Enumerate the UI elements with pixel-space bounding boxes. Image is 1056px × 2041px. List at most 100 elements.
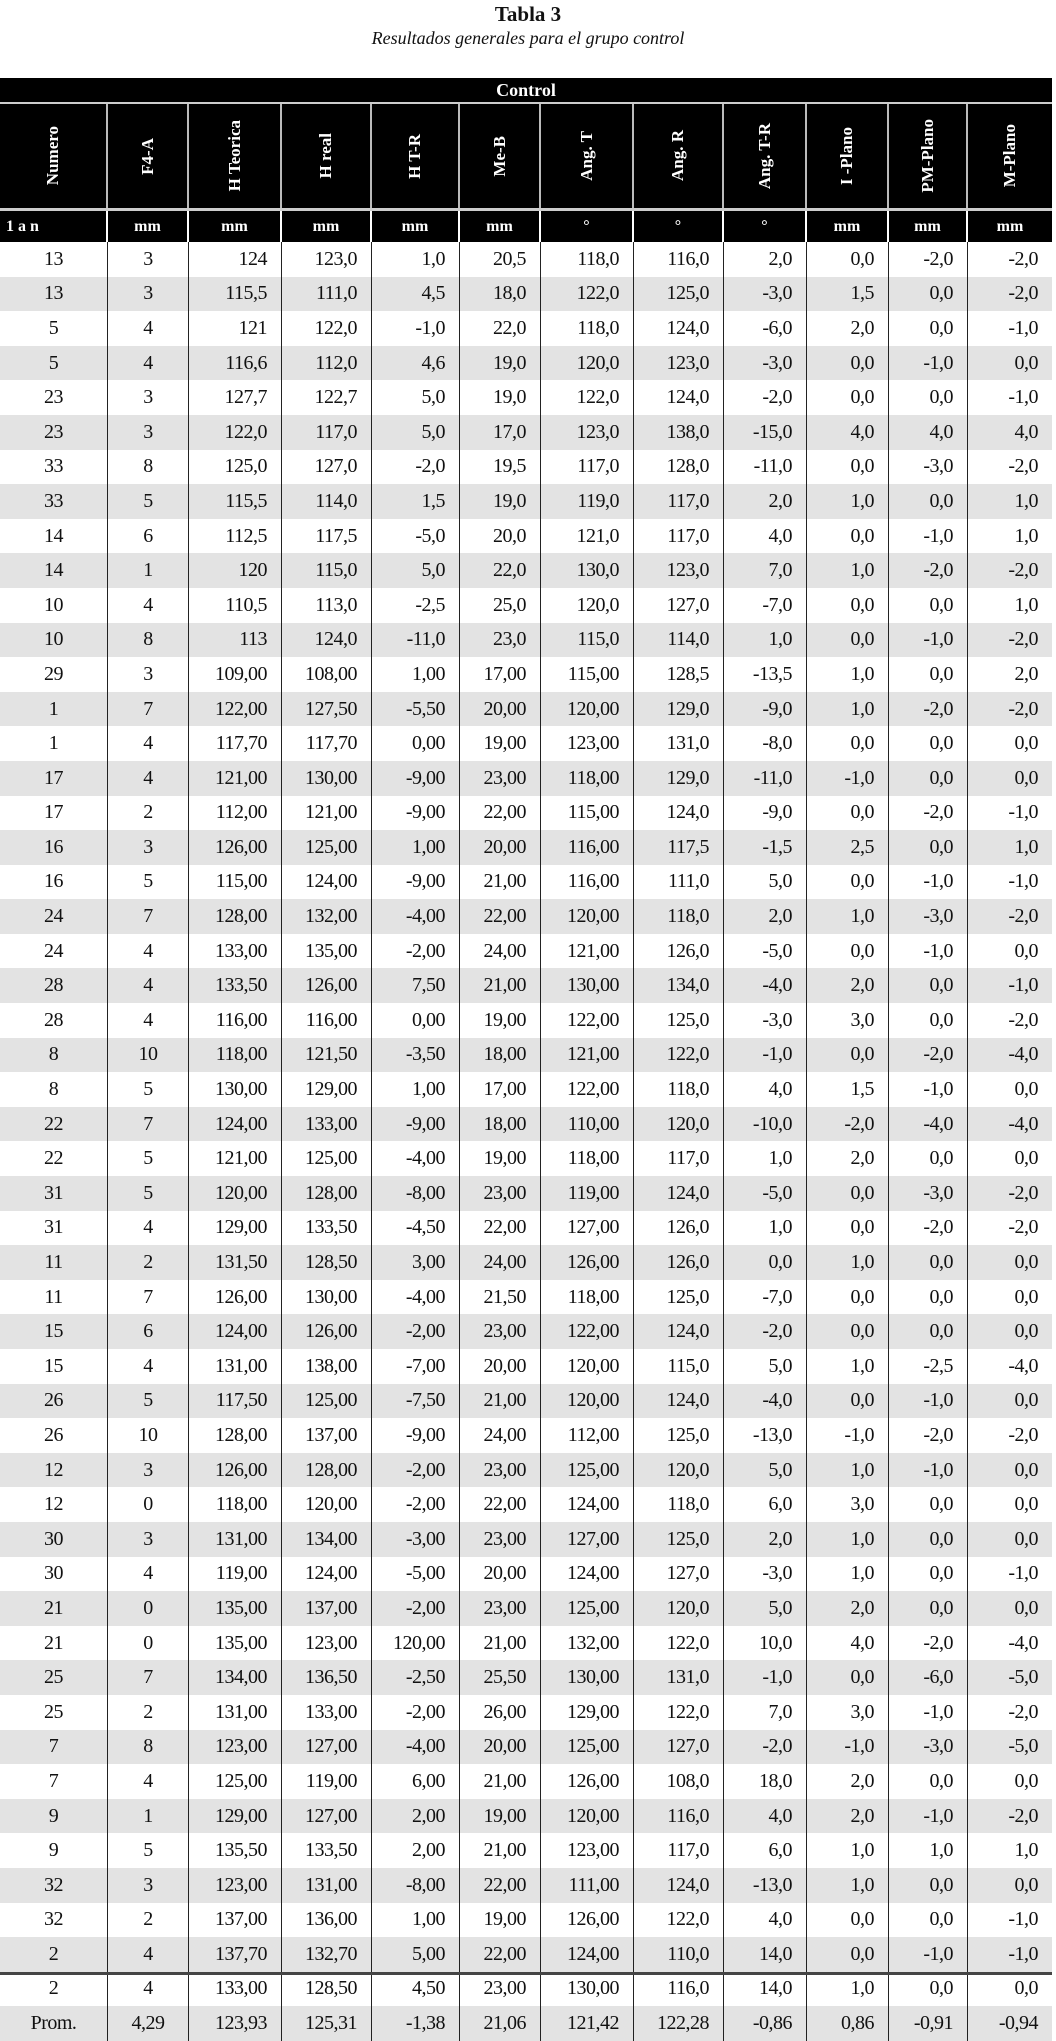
table-cell: 24,00 [460, 1245, 541, 1280]
table-row: 12 3 126,00 128,00 -2,00 23,00 125,00 120,0 5,0 1… [0, 1452, 1052, 1488]
table-cell: -3,0 [889, 1729, 968, 1765]
table-cell: 19,00 [460, 1798, 541, 1834]
table-cell: 118,0 [634, 899, 724, 934]
table-cell: 1,00 [372, 830, 460, 865]
table-cell: 14 [0, 518, 108, 554]
table-cell: 7 [108, 691, 189, 727]
table-cell: 0,0 [807, 795, 889, 831]
table-cell: 136,00 [282, 1902, 372, 1938]
table-cell: 19,5 [460, 449, 541, 485]
table-cell: 130,00 [282, 1279, 372, 1315]
table-row: 9 1 129,00 127,00 2,00 19,00 120,00 116,0 4,0 2,0… [0, 1798, 1052, 1834]
table-cell: 2,0 [807, 968, 889, 1004]
table-cell: -1,0 [1008, 1908, 1038, 1931]
table-cell: 115,00 [541, 795, 634, 831]
table-cell: 119,00 [282, 1764, 372, 1799]
table-cell: 126,00 [189, 1279, 282, 1315]
table-cell: 4,0 [724, 1798, 807, 1834]
table-row: 14 1 120 115,0 5,0 22,0 130,0 123,0 7,0 1,0 -2,0 -2… [0, 553, 1052, 588]
table-cell: 0,0 [889, 276, 968, 312]
table-cell: 132,70 [282, 1937, 372, 1972]
table-cell: 24 [0, 899, 108, 934]
table-cell: 126,0 [634, 933, 724, 969]
table-cell: 130,00 [541, 968, 634, 1004]
table-cell: 0 [108, 1625, 189, 1661]
table-cell: -4,00 [372, 1279, 460, 1315]
table-cell: 5,0 [724, 1591, 807, 1626]
table-cell: 1 [108, 553, 189, 588]
table-cell: 1,0 [1014, 1839, 1039, 1862]
table-cell: 20,00 [460, 691, 541, 727]
table-cell: 128,50 [282, 1245, 372, 1280]
table-cell: 21,00 [460, 1383, 541, 1419]
column-header-label: F4-A [137, 137, 157, 175]
table-cell: 15 [0, 1349, 108, 1384]
table-cell: 137,00 [189, 1902, 282, 1938]
table-cell: -2,0 [1008, 1216, 1038, 1239]
table-row: 5 4 121 122,0 -1,0 22,0 118,0 124,0 -6,0 2,0 0,0 -1… [0, 311, 1052, 346]
table-subtitle: Resultados generales para el grupo contr… [371, 28, 685, 48]
table-cell: 0,86 [807, 2006, 889, 2041]
header-row: Numero F4-A H Teorica H real H T-R Me-B Ang. T… [0, 104, 1052, 211]
table-cell: 128,50 [282, 1971, 372, 2007]
table-cell: -3,0 [889, 449, 968, 485]
table-cell: 129,00 [541, 1694, 634, 1730]
table-bottom-rule [0, 1972, 1052, 1975]
table-cell: 2,0 [807, 311, 889, 346]
table-cell: 135,00 [189, 1591, 282, 1626]
table-row: 12 0 118,00 120,00 -2,00 22,00 124,00 118,0 6,0 3… [0, 1487, 1052, 1522]
table-cell: -13,0 [724, 1418, 807, 1453]
table-cell: 0,0 [1014, 1769, 1039, 1792]
table-cell: 0,0 [1014, 1873, 1039, 1896]
table-row: 23 3 122,0 117,0 5,0 17,0 123,0 138,0 -15,0 4,0 4,… [0, 414, 1052, 450]
table-cell: 121,0 [541, 518, 634, 554]
table-cell: 21 [0, 1591, 108, 1626]
table-cell: -1,0 [1008, 870, 1038, 893]
table-cell: 18,00 [460, 1106, 541, 1142]
table-cell: 122,0 [541, 380, 634, 415]
table-cell: 31 [0, 1176, 108, 1211]
table-cell: 0,0 [807, 933, 889, 969]
table-cell: 130,0 [541, 553, 634, 588]
table-cell: -11,0 [724, 449, 807, 485]
table-cell: 1,0 [807, 1833, 889, 1868]
table-cell: 19,0 [460, 484, 541, 519]
table-cell: 19,00 [460, 1902, 541, 1938]
table-cell: 126,00 [189, 830, 282, 865]
table-cell: -2,0 [889, 795, 968, 831]
table-cell: 124,00 [282, 1556, 372, 1592]
table-cell: 115,5 [189, 484, 282, 519]
table-cell: 13 [0, 242, 108, 277]
table-cell: 117,0 [282, 414, 372, 450]
unit-cell: ° [541, 211, 634, 242]
table-cell: 115,0 [282, 553, 372, 588]
table-cell: 4 [108, 345, 189, 381]
table-row: 7 4 125,00 119,00 6,00 21,00 126,00 108,0 18,0 2,… [0, 1764, 1052, 1799]
table-cell: 126,00 [541, 1902, 634, 1938]
table-cell: 2,0 [807, 1591, 889, 1626]
table-cell: 21,00 [460, 968, 541, 1004]
table-cell: 127,0 [282, 449, 372, 485]
table-cell: 0,0 [1014, 1320, 1039, 1343]
table-cell: 32 [0, 1867, 108, 1903]
table-row: 21 0 135,00 137,00 -2,00 23,00 125,00 120,0 5,0 2… [0, 1591, 1052, 1626]
table-cell: 20,00 [460, 830, 541, 865]
table-cell: -0,94 [998, 2012, 1039, 2035]
table-cell: 127,00 [282, 1729, 372, 1765]
table-cell: -3,50 [372, 1037, 460, 1073]
table-cell: 117,70 [282, 726, 372, 761]
table-cell: 126,00 [282, 968, 372, 1004]
table-cell: -4,50 [372, 1210, 460, 1246]
table-cell: 5 [108, 1833, 189, 1868]
table-cell: 5 [108, 1072, 189, 1107]
table-cell: 0,0 [807, 242, 889, 277]
column-header-label: Ang. R [668, 130, 687, 182]
table-row: 31 5 120,00 128,00 -8,00 23,00 119,00 124,0 -5,0… [0, 1176, 1052, 1211]
table-cell: 126,00 [189, 1452, 282, 1488]
table-cell: 117,5 [634, 830, 724, 865]
table-cell: 4,29 [108, 2006, 189, 2041]
table-cell: 19,00 [460, 1003, 541, 1038]
table-cell: 133,50 [189, 968, 282, 1004]
table-cell: -10,0 [724, 1106, 807, 1142]
table-cell: 19,0 [460, 380, 541, 415]
